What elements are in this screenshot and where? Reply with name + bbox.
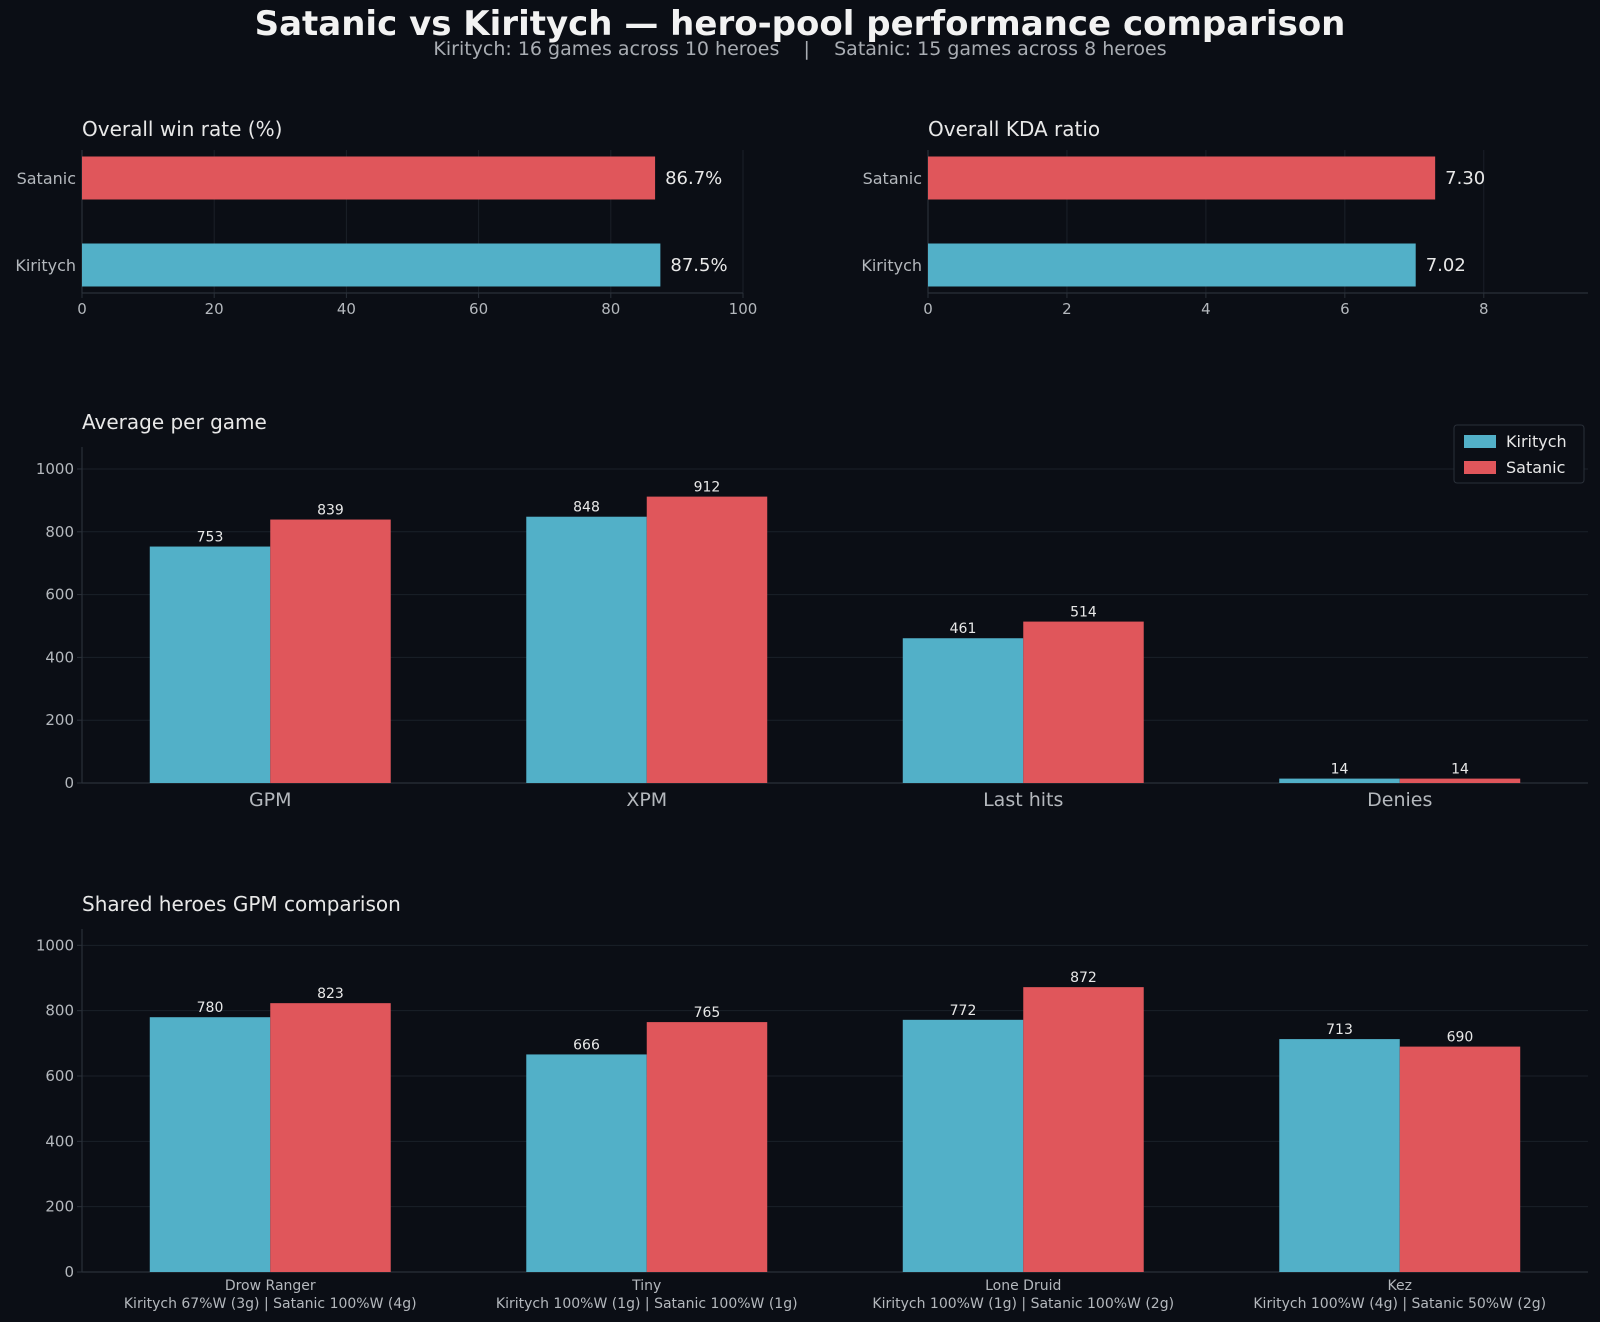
- data-label: 7.02: [1426, 255, 1466, 276]
- legend-label: Kiritych: [1506, 432, 1567, 451]
- data-label: 823: [317, 986, 344, 1002]
- data-label: 839: [317, 503, 344, 519]
- data-label: 765: [694, 1005, 721, 1021]
- bar-kiritych: [526, 516, 647, 783]
- legend-label: Satanic: [1506, 458, 1565, 477]
- y-tick-label: 200: [45, 711, 74, 729]
- legend-swatch: [1464, 435, 1496, 448]
- bar-satanic: [1023, 621, 1144, 783]
- data-label: 514: [1070, 605, 1097, 621]
- panel-2: Average per game 0 200 400 600 800 1000 753 839 G…: [36, 410, 1588, 811]
- data-label: 872: [1070, 970, 1097, 986]
- bar-kiritych: [1279, 1039, 1400, 1272]
- y-tick-label: 800: [45, 523, 74, 541]
- x-tick-label: 40: [337, 300, 356, 318]
- data-label: 713: [1326, 1022, 1353, 1038]
- y-tick-label: 1000: [36, 460, 74, 478]
- bar-satanic: [646, 1022, 768, 1272]
- category-label: Drow Ranger: [225, 1278, 316, 1294]
- category-label: Kiritych: [15, 256, 76, 275]
- category-label: Tiny: [631, 1278, 661, 1294]
- panel-0: Overall win rate (%) Satanic 86.7% Kiritych…: [15, 117, 757, 318]
- y-tick-label: 0: [64, 1263, 74, 1281]
- data-label: 86.7%: [665, 168, 722, 189]
- x-tick-label: 0: [77, 300, 87, 318]
- y-tick-label: 400: [45, 1132, 74, 1150]
- figure-subtitle: Kiritych: 16 games across 10 heroes | Sa…: [433, 38, 1167, 60]
- x-tick-label: 60: [469, 300, 488, 318]
- bar-satanic: [270, 1003, 391, 1272]
- data-label: 690: [1447, 1030, 1474, 1046]
- category-label: XPM: [626, 789, 667, 811]
- data-label: 461: [950, 621, 977, 637]
- bar-kiritych: [82, 243, 661, 287]
- panel-title: Overall KDA ratio: [928, 117, 1100, 141]
- bar-kiritych: [902, 638, 1024, 783]
- panel-3: Shared heroes GPM comparison 0 200 400 600 80…: [36, 892, 1588, 1312]
- legend-swatch: [1464, 461, 1496, 474]
- category-sublabel: Kiritych 67%W (3g) | Satanic 100%W (4g): [124, 1296, 417, 1312]
- category-label: Kez: [1388, 1278, 1412, 1294]
- category-label: Last hits: [983, 789, 1063, 811]
- panel-1: Overall KDA ratio Satanic 7.30 Kiritych 7.02…: [861, 117, 1588, 318]
- figure-title: Satanic vs Kiritych — hero-pool performa…: [254, 4, 1346, 44]
- x-tick-label: 80: [601, 300, 620, 318]
- data-label: 753: [197, 530, 224, 546]
- data-label: 14: [1451, 762, 1469, 778]
- data-label: 7.30: [1445, 168, 1485, 189]
- y-tick-label: 400: [45, 648, 74, 666]
- y-tick-label: 600: [45, 1067, 74, 1085]
- bar-satanic: [1399, 1046, 1521, 1272]
- bar-kiritych: [149, 1017, 271, 1272]
- y-tick-label: 0: [64, 774, 74, 792]
- bar-satanic: [928, 156, 1436, 200]
- category-label: Satanic: [17, 169, 76, 188]
- x-tick-label: 2: [1062, 300, 1072, 318]
- panel-title: Overall win rate (%): [82, 117, 282, 141]
- category-label: GPM: [249, 789, 292, 811]
- y-tick-label: 600: [45, 586, 74, 604]
- bar-satanic: [82, 156, 656, 200]
- data-label: 912: [694, 480, 721, 496]
- data-label: 14: [1331, 762, 1349, 778]
- bar-kiritych: [902, 1019, 1024, 1272]
- legend: Kiritych Satanic: [1453, 424, 1585, 484]
- bar-satanic: [270, 519, 391, 783]
- bar-satanic: [646, 496, 768, 783]
- bar-kiritych: [149, 546, 271, 783]
- x-tick-label: 0: [923, 300, 933, 318]
- data-label: 772: [950, 1003, 977, 1019]
- x-tick-label: 8: [1479, 300, 1489, 318]
- x-tick-label: 4: [1201, 300, 1211, 318]
- bar-kiritych: [928, 243, 1416, 287]
- data-label: 87.5%: [670, 255, 727, 276]
- category-sublabel: Kiritych 100%W (1g) | Satanic 100%W (2g): [872, 1296, 1174, 1312]
- x-tick-label: 6: [1340, 300, 1350, 318]
- bar-satanic: [1399, 778, 1521, 783]
- y-tick-label: 800: [45, 1002, 74, 1020]
- category-sublabel: Kiritych 100%W (1g) | Satanic 100%W (1g): [496, 1296, 798, 1312]
- panel-title: Average per game: [82, 410, 267, 434]
- data-label: 666: [573, 1037, 600, 1053]
- bar-kiritych: [1279, 778, 1400, 783]
- y-tick-label: 1000: [36, 936, 74, 954]
- x-tick-label: 100: [729, 300, 758, 318]
- category-sublabel: Kiritych 100%W (4g) | Satanic 50%W (2g): [1253, 1296, 1546, 1312]
- category-label: Satanic: [863, 169, 922, 188]
- bar-satanic: [1023, 987, 1144, 1272]
- data-label: 848: [573, 500, 600, 516]
- category-label: Kiritych: [861, 256, 922, 275]
- y-tick-label: 200: [45, 1198, 74, 1216]
- category-label: Lone Druid: [985, 1278, 1061, 1294]
- x-tick-label: 20: [205, 300, 224, 318]
- bar-kiritych: [526, 1054, 647, 1272]
- category-label: Denies: [1367, 789, 1432, 811]
- panel-title: Shared heroes GPM comparison: [82, 892, 401, 916]
- data-label: 780: [197, 1000, 224, 1016]
